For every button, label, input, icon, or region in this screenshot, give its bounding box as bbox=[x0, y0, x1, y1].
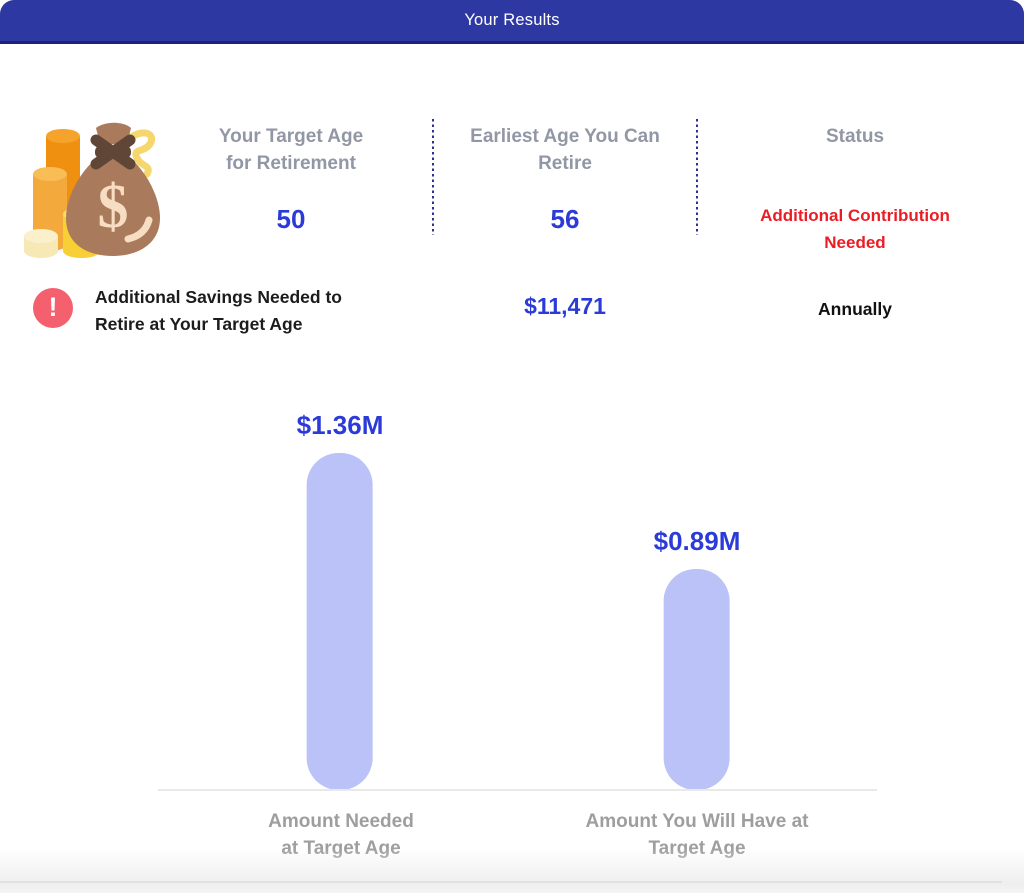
chart-baseline bbox=[158, 789, 877, 791]
money-bag-svg: $ bbox=[24, 122, 160, 258]
savings-frequency-label: Annually bbox=[818, 299, 892, 319]
bar-amount-needed bbox=[306, 453, 373, 790]
column-divider bbox=[432, 119, 434, 235]
bar-group-amount-have: $0.89M bbox=[653, 526, 741, 790]
bar-amount-have bbox=[663, 569, 730, 790]
exclamation-circle-icon: ! bbox=[33, 288, 73, 328]
bar-group-amount-needed: $1.36M bbox=[296, 410, 384, 790]
earliest-age-value: 56 bbox=[550, 204, 580, 234]
status-heading: Status bbox=[825, 126, 885, 147]
status-value: Additional Contribution Needed bbox=[760, 206, 950, 252]
money-bag-coins-icon: $ bbox=[16, 112, 166, 259]
bar-value-label: $1.36M bbox=[296, 410, 384, 440]
page-title: Your Results bbox=[464, 11, 560, 29]
target-age-heading: Your Target Age for Retirement bbox=[218, 126, 364, 174]
bottom-divider-line bbox=[0, 881, 1002, 883]
earliest-age-heading: Earliest Age You Can Retire bbox=[470, 126, 660, 174]
exclamation-glyph: ! bbox=[48, 291, 58, 322]
additional-savings-amount: $11,471 bbox=[524, 293, 606, 319]
additional-savings-label: Additional Savings Needed to Retire at Y… bbox=[95, 287, 342, 334]
results-header: Your Results bbox=[0, 0, 1024, 44]
column-divider bbox=[696, 119, 698, 235]
svg-text:$: $ bbox=[98, 173, 129, 241]
target-age-value: 50 bbox=[276, 204, 306, 234]
bottom-fade bbox=[0, 848, 1024, 893]
bar-value-label: $0.89M bbox=[653, 526, 741, 556]
